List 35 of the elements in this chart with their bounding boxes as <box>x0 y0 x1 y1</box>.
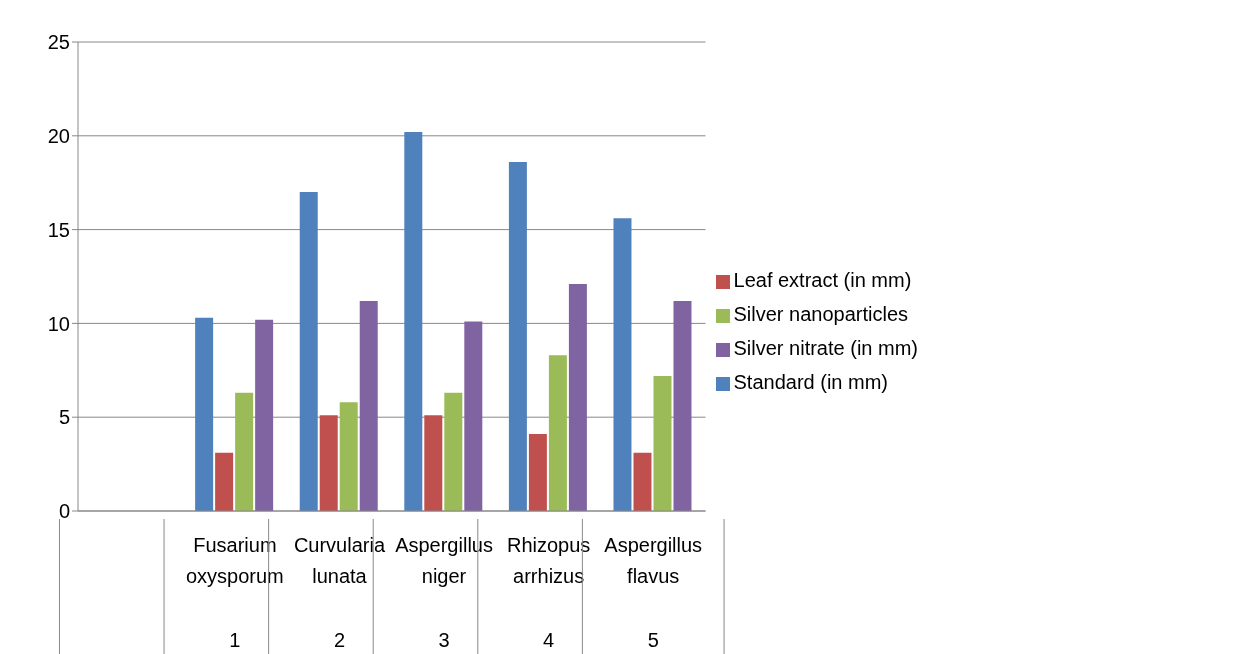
bar <box>528 434 547 511</box>
bar <box>235 392 254 511</box>
legend-label: Silver nanoparticles <box>733 303 909 325</box>
bar <box>613 218 632 511</box>
bar <box>633 452 652 511</box>
bar <box>568 284 587 511</box>
bar <box>319 415 338 511</box>
bar <box>195 317 214 511</box>
y-tick-label: 5 <box>58 406 70 429</box>
legend-label: Silver nitrate (in mm) <box>733 337 918 359</box>
bar <box>299 192 318 511</box>
bar <box>653 375 672 511</box>
y-tick-label: 20 <box>47 124 70 147</box>
legend-label: Standard (in mm) <box>733 371 889 393</box>
bar <box>404 132 423 511</box>
bar <box>548 355 567 511</box>
bar <box>424 415 443 511</box>
category-label: Aspergillus niger 3 <box>395 534 493 651</box>
y-tick-label: 10 <box>47 312 70 335</box>
bar <box>255 319 274 511</box>
y-tick-label: 25 <box>47 31 70 54</box>
bar <box>215 452 234 511</box>
category-label: Curvularia lunata 2 <box>293 534 386 651</box>
bar <box>444 392 463 511</box>
bar <box>464 321 483 511</box>
category-label: Fusarium oxysporum 1 <box>185 534 284 651</box>
bar <box>673 300 692 511</box>
category-label: Rhizopus arrhizus 4 <box>506 534 591 651</box>
bar <box>508 162 527 511</box>
bar <box>359 300 378 511</box>
y-tick-label: 0 <box>58 500 70 523</box>
bar <box>339 402 358 511</box>
y-tick-label: 15 <box>47 218 70 241</box>
category-label: Aspergillus flavus 5 <box>604 534 703 651</box>
legend-label: Leaf extract (in mm) <box>733 269 912 291</box>
